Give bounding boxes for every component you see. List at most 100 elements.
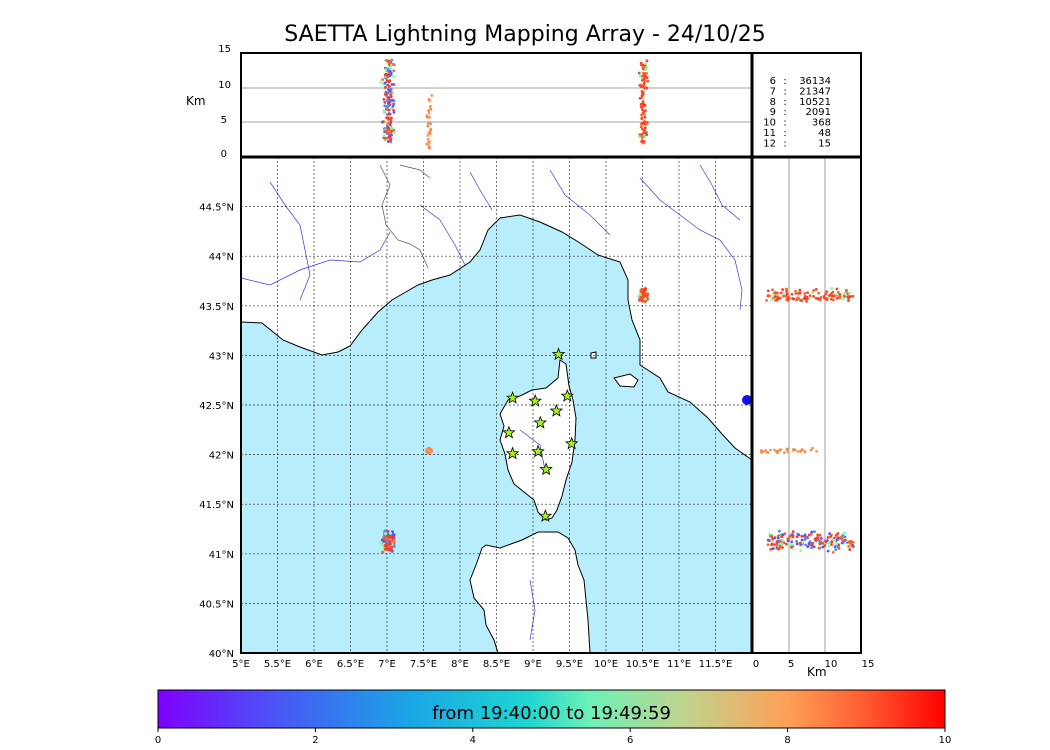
station-star <box>551 347 566 361</box>
lightning-source-right <box>835 538 839 542</box>
lightning-source-right <box>773 448 776 452</box>
colorbar-label: from 19:40:00 to 19:49:59 <box>432 703 671 724</box>
lightning-source-top <box>388 89 391 93</box>
station-count-value: 368 <box>812 118 831 129</box>
lightning-source-top <box>639 104 643 108</box>
lightning-source-right <box>781 533 785 537</box>
lightning-source-right <box>841 297 845 301</box>
lightning-source-top <box>385 79 389 83</box>
station-count-n: 10 <box>763 118 776 129</box>
lightning-source <box>638 292 642 296</box>
lightning-source-top <box>383 73 387 77</box>
lightning-source-top <box>644 122 648 126</box>
lightning-source-right <box>843 535 847 539</box>
lightning-source-top <box>641 73 645 77</box>
colorbar-tick-label: 0 <box>155 735 161 746</box>
lightning-source-right <box>812 530 816 533</box>
lightning-source-top <box>429 107 433 111</box>
lightning-source-top <box>392 69 396 73</box>
station-count-sep: : <box>783 138 786 149</box>
lightning-source-right <box>770 535 774 539</box>
lightning-source-top <box>428 140 432 144</box>
lightning-source-top <box>390 98 394 102</box>
altitude-latitude-panel <box>752 157 861 653</box>
lightning-source-right <box>803 291 807 295</box>
lightning-source-top <box>384 130 387 134</box>
station-count-list: 6: 36134 7: 21347 8: 10521 9: 2091 10: 368 11: 48 12… <box>763 76 831 149</box>
lightning-source-top <box>385 107 389 110</box>
lightning-source-right <box>838 296 842 300</box>
lightning-source-right <box>846 295 850 299</box>
station-star <box>533 415 548 429</box>
lightning-source-right <box>785 292 789 296</box>
lightning-source-right <box>832 294 836 298</box>
lightning-source-right <box>847 545 850 548</box>
lightning-source-top <box>643 74 647 78</box>
lightning-source-right <box>769 547 773 551</box>
lightning-source-right <box>848 295 852 298</box>
top-lightning-sources <box>379 58 650 150</box>
lightning-source-top <box>643 77 646 81</box>
lightning-source-right <box>785 290 788 293</box>
lightning-source-right <box>782 451 786 455</box>
lightning-source-top <box>641 127 644 131</box>
lightning-source-right <box>819 537 823 540</box>
lightning-source-top <box>638 74 642 78</box>
lightning-source-right <box>809 448 813 452</box>
lightning-source-top <box>639 96 643 100</box>
lightning-source-top <box>388 85 391 88</box>
lightning-source-right <box>805 299 808 303</box>
station-count-sep: : <box>783 76 786 87</box>
lightning-source-right <box>819 541 823 545</box>
longitude-tick-label: 11.5°E <box>699 659 733 670</box>
lightning-source-right <box>780 535 784 539</box>
lightning-source-right <box>770 542 774 546</box>
lightning-source-right <box>803 538 807 542</box>
lightning-source-top <box>641 102 645 106</box>
lightning-source-right <box>785 447 789 451</box>
lightning-source-top <box>389 91 393 95</box>
lightning-source-top <box>642 140 646 143</box>
lightning-source <box>392 533 396 537</box>
latitude-tick-label: 44.5°N <box>199 203 234 214</box>
station-star <box>528 393 542 407</box>
lightning-source-top <box>389 116 393 120</box>
lightning-source-right <box>825 290 829 294</box>
station-count-value: 48 <box>818 128 831 139</box>
lightning-source-right <box>842 540 846 544</box>
lightning-source-top <box>391 104 395 108</box>
station-star <box>560 388 575 402</box>
station-count-value: 10521 <box>799 97 831 108</box>
station-star <box>549 403 564 417</box>
latitude-tick-label: 41.5°N <box>199 500 234 511</box>
latitude-tick-label: 43°N <box>209 351 234 362</box>
lightning-source-top <box>386 68 390 71</box>
colorbar-ticks: 0 2 4 6 8 10 <box>155 728 951 746</box>
lightning-source-right <box>786 537 790 541</box>
altitude-longitude-panel <box>241 53 752 157</box>
lightning-source-right <box>790 545 793 549</box>
lightning-source-top <box>392 108 395 112</box>
lightning-source-right <box>800 534 804 538</box>
capraia <box>590 351 597 359</box>
station-count-n: 11 <box>763 128 776 139</box>
lightning-source-right <box>818 298 822 302</box>
lightning-source-top <box>642 84 646 88</box>
latitude-tick-label: 43.5°N <box>199 302 234 313</box>
lightning-source-top <box>640 125 643 129</box>
lightning-source-right <box>766 538 770 542</box>
lightning-source-top <box>425 114 429 118</box>
lightning-source-right <box>817 538 821 542</box>
lightning-source-right <box>769 448 772 452</box>
latitude-tick-label: 40.5°N <box>199 599 234 610</box>
lightning-source-right <box>829 535 833 538</box>
lightning-source-right <box>847 299 850 302</box>
right-alt-tick: 0 <box>753 659 759 670</box>
lightning-source-right <box>785 287 788 291</box>
lightning-source-top <box>387 112 391 116</box>
lightning-source-right <box>775 298 779 302</box>
lightning-source-right <box>781 546 784 549</box>
lightning-source-right <box>781 538 785 542</box>
station-count-sep: : <box>783 97 786 108</box>
station-count-value: 21347 <box>799 86 831 97</box>
